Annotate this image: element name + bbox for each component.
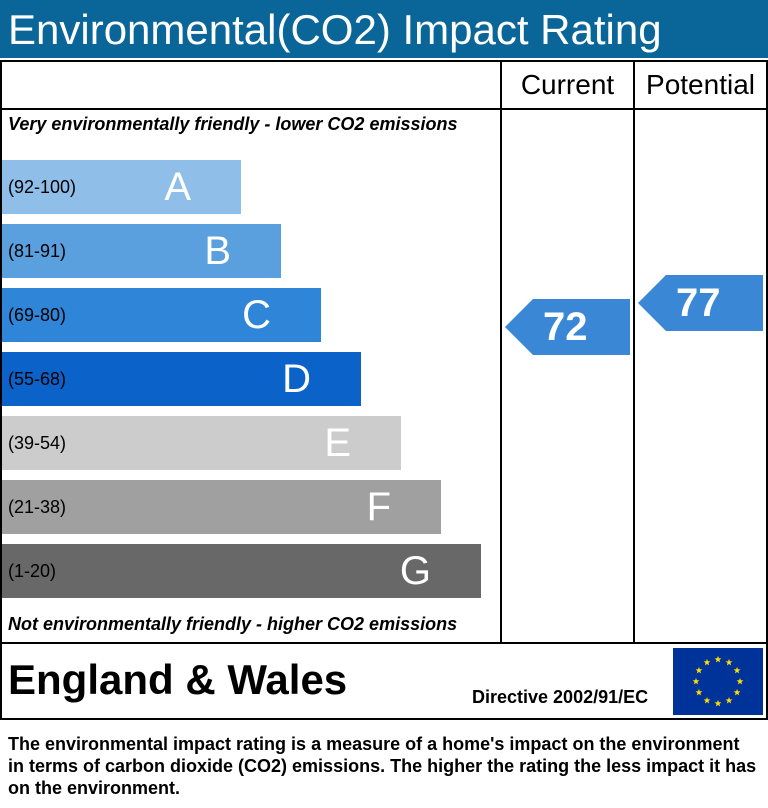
- eu-star-icon: [733, 666, 741, 674]
- bottom-note: Not environmentally friendly - higher CO…: [8, 614, 458, 634]
- current-column-header: Current: [520, 69, 615, 100]
- band-range-label: (21-38): [8, 497, 67, 517]
- description-text: The environmental impact rating is a mea…: [8, 734, 757, 798]
- band-letter: G: [399, 549, 431, 593]
- current-rating-value: 72: [543, 305, 588, 349]
- grid-line-header: [0, 108, 768, 110]
- band-letter: B: [204, 229, 231, 273]
- eu-star-icon: [714, 699, 722, 707]
- band-g: (1-20) G: [2, 544, 481, 598]
- eu-star-icon: [714, 655, 722, 663]
- grid-line-right: [766, 60, 768, 720]
- band-letter: F: [366, 485, 391, 529]
- band-range-label: (39-54): [8, 433, 67, 453]
- band-range-label: (55-68): [8, 369, 67, 389]
- band-c: (69-80) C: [2, 288, 321, 342]
- grid-line-top: [0, 60, 768, 62]
- potential-column-header: Potential: [646, 69, 755, 100]
- current-rating-pointer: 72: [505, 299, 630, 355]
- potential-rating-pointer: 77: [638, 275, 763, 331]
- eu-star-icon: [695, 688, 703, 696]
- eu-star-icon: [703, 696, 711, 704]
- band-range-label: (92-100): [8, 177, 77, 197]
- potential-pointer-shape: [638, 275, 763, 331]
- potential-rating-value: 77: [676, 281, 721, 325]
- band-letter: E: [324, 421, 351, 465]
- eu-flag-icon: [673, 648, 763, 715]
- eu-star-icon: [736, 677, 744, 685]
- eu-star-icon: [692, 677, 700, 685]
- band-d: (55-68) D: [2, 352, 361, 406]
- chart-title: Environmental(CO2) Impact Rating: [8, 6, 662, 53]
- current-pointer-shape: [505, 299, 630, 355]
- grid-line-current: [500, 60, 502, 644]
- band-range-label: (81-91): [8, 241, 67, 261]
- eu-star-icon: [725, 658, 733, 666]
- band-range-label: (69-80): [8, 305, 67, 325]
- eu-star-icon: [703, 658, 711, 666]
- band-letter: C: [242, 293, 271, 337]
- band-letter: A: [164, 165, 191, 209]
- grid-line-potential: [633, 60, 635, 644]
- band-b: (81-91) B: [2, 224, 281, 278]
- band-letter: D: [282, 357, 311, 401]
- title-bar: Environmental(CO2) Impact Rating: [0, 0, 768, 58]
- band-e: (39-54) E: [2, 416, 401, 470]
- region-name: England & Wales: [8, 656, 348, 703]
- grid-line-footer-bottom: [0, 718, 768, 720]
- band-a: (92-100) A: [2, 160, 241, 214]
- eu-star-icon: [695, 666, 703, 674]
- top-note: Very environmentally friendly - lower CO…: [8, 114, 458, 134]
- eu-star-icon: [733, 688, 741, 696]
- grid-line-main-bottom: [0, 642, 768, 644]
- directive-label: Directive 2002/91/EC: [472, 687, 649, 707]
- grid-line-left: [0, 60, 2, 720]
- band-f: (21-38) F: [2, 480, 441, 534]
- eu-star-icon: [725, 696, 733, 704]
- band-range-label: (1-20): [8, 561, 57, 581]
